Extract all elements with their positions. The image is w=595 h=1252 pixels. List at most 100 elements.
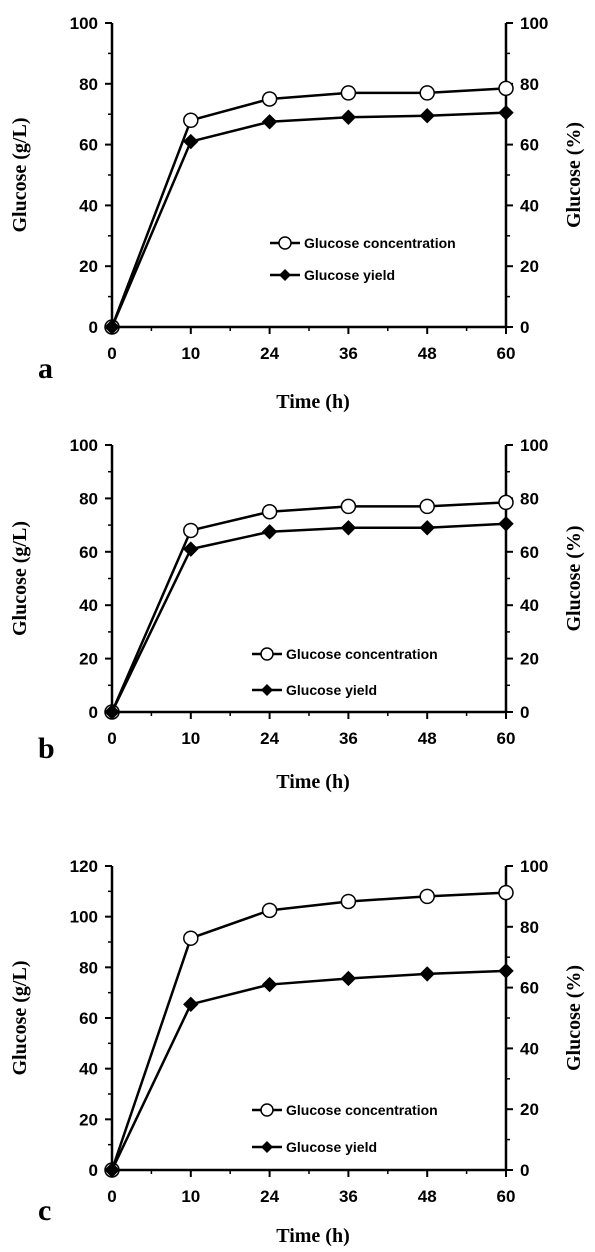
yield-point [340,109,357,125]
concentration-point [340,85,357,101]
right-y-tick-label: 40 [520,1039,539,1058]
yield-point [340,970,357,987]
left-y-tick-label: 80 [79,958,98,977]
panel-label: b [38,732,55,765]
right-y-tick-label: 40 [520,196,539,215]
left-y-axis-title: Glucose (g/L) [9,118,31,233]
right-y-axis-title: Glucose (%) [563,525,585,631]
yield-point [498,104,514,121]
series-line-concentration [110,891,507,1171]
yield-point [104,319,120,335]
series-line-yield [110,111,507,328]
left-y-tick-label: 0 [89,703,98,722]
left-y-tick-label: 80 [79,75,98,94]
series-line-concentration [110,501,507,713]
concentration-point [498,884,514,901]
left-y-tick-label: 0 [89,1161,98,1180]
legend-label: Glucose yield [286,682,377,698]
yield-point [183,133,199,150]
x-tick-label: 10 [181,344,200,363]
yield-point [104,704,120,720]
legend-diamond-marker [261,684,273,696]
x-tick-label: 24 [260,729,279,748]
left-y-tick-label: 40 [79,196,98,215]
yield-point [183,541,199,557]
right-y-axis-title: Glucose (%) [563,965,585,1071]
legend-label: Glucose concentration [304,235,456,251]
concentration-point [183,522,199,539]
concentration-point [261,91,278,107]
left-y-tick-label: 60 [79,1009,98,1028]
right-y-tick-label: 60 [520,136,539,155]
x-tick-label: 36 [339,729,358,748]
x-tick-label: 48 [418,729,437,748]
legend-circle-marker [260,1103,274,1117]
yield-point [498,963,514,979]
concentration-point [419,85,435,101]
legend: Glucose concentration Glucose yield [252,1102,438,1155]
yield-point [261,976,278,993]
right-y-tick-label: 100 [520,14,548,33]
legend-circle-marker [278,236,292,250]
concentration-point [498,80,514,97]
series-line-yield [110,969,507,1171]
x-tick-label: 0 [107,344,116,363]
left-y-tick-label: 100 [70,908,98,927]
legend-diamond-marker [261,1141,273,1153]
legend: Glucose concentration Glucose yield [270,235,456,283]
left-y-axis-title: Glucose (g/L) [9,961,31,1076]
x-tick-label: 10 [181,729,200,748]
chart-panel-c: 0 20 40 60 80 100 120 0 20 40 60 80 100 0 10 24 36 48 60 Gl… [9,857,585,1247]
x-axis-title: Time (h) [276,391,350,413]
yield-point [261,524,278,540]
x-tick-label: 24 [260,1187,279,1206]
yield-point [261,114,278,130]
left-y-tick-label: 0 [89,318,98,337]
x-tick-label: 60 [497,344,516,363]
x-axis-title: Time (h) [276,1225,350,1247]
panel-label: c [38,1194,51,1227]
concentration-point [419,498,435,515]
concentration-point [419,888,435,905]
yield-point [419,966,435,982]
chart-panel-b: 0 20 40 60 80 100 0 20 40 60 80 100 0 10 24 36 48 60 Gluco… [9,436,585,793]
yield-point [183,996,199,1013]
right-y-tick-label: 0 [520,1161,529,1180]
right-y-tick-label: 60 [520,543,539,562]
right-y-tick-label: 0 [520,703,529,722]
right-y-tick-label: 20 [520,1100,539,1119]
left-y-tick-label: 120 [70,857,98,876]
x-tick-label: 0 [107,729,116,748]
concentration-point [498,494,514,511]
right-y-tick-label: 80 [520,75,539,94]
legend-circle-marker [260,647,274,661]
legend-diamond-marker [279,269,291,281]
left-y-tick-label: 60 [79,543,98,562]
left-y-axis-title: Glucose (g/L) [9,521,31,636]
x-tick-label: 24 [260,344,279,363]
concentration-point [261,902,278,919]
legend-label: Glucose yield [304,267,395,283]
right-y-tick-label: 100 [520,857,548,876]
concentration-point [340,893,357,910]
left-y-tick-label: 40 [79,596,98,615]
right-y-tick-label: 20 [520,257,539,276]
x-tick-label: 48 [418,1187,437,1206]
x-tick-label: 60 [497,729,516,748]
left-y-tick-label: 100 [70,436,98,455]
concentration-point [183,930,199,946]
left-y-tick-label: 60 [79,136,98,155]
right-y-tick-label: 80 [520,489,539,508]
yield-point [104,1162,120,1178]
left-y-tick-label: 80 [79,489,98,508]
left-y-tick-label: 20 [79,257,98,276]
concentration-point [261,504,278,520]
left-y-tick-label: 40 [79,1060,98,1079]
legend: Glucose concentration Glucose yield [252,646,438,698]
left-y-tick-label: 20 [79,650,98,669]
right-y-tick-label: 0 [520,318,529,337]
x-tick-label: 48 [418,344,437,363]
x-axis-title: Time (h) [276,771,350,793]
